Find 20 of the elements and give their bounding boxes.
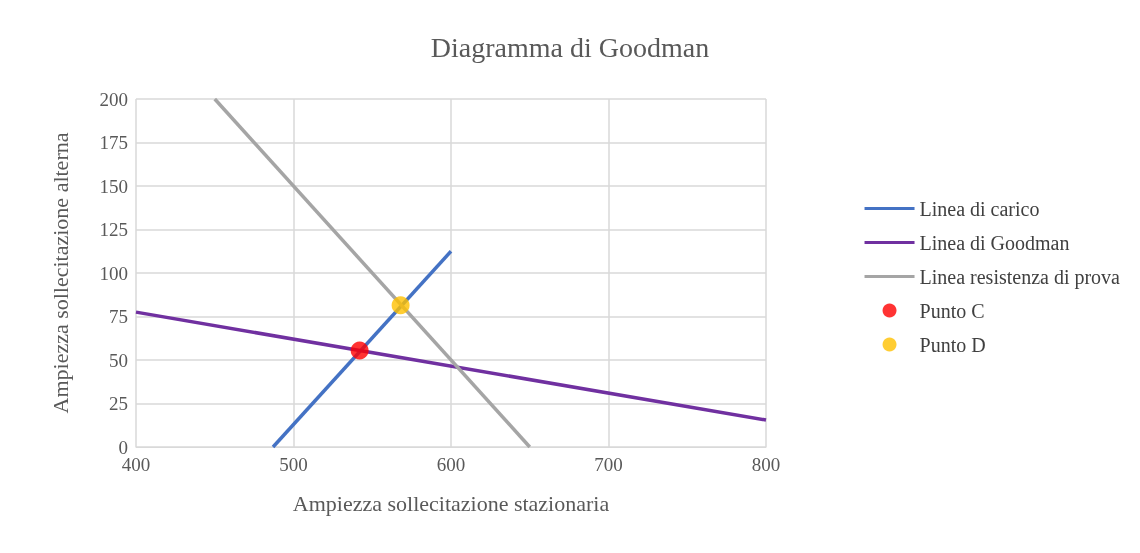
y-tick-label: 75 bbox=[109, 306, 128, 327]
legend-label: Punto D bbox=[919, 333, 986, 356]
x-tick-label: 600 bbox=[436, 454, 466, 475]
y-tick-label: 125 bbox=[99, 219, 128, 240]
y-tick-label: 50 bbox=[109, 349, 128, 371]
legend-label: Linea di carico bbox=[919, 197, 1040, 220]
chart-title: Diagramma di Goodman bbox=[430, 31, 710, 63]
legend-label: Punto C bbox=[919, 299, 985, 322]
x-tick-label: 700 bbox=[594, 454, 623, 475]
y-tick-label: 175 bbox=[99, 132, 128, 153]
y-tick-label: 100 bbox=[99, 262, 128, 284]
legend-label: Linea resistenza di prova bbox=[919, 265, 1121, 289]
x-tick-label: 500 bbox=[279, 454, 308, 475]
y-axis-title: Ampiezza sollecitazione alterna bbox=[47, 132, 73, 414]
x-tick-label: 800 bbox=[751, 454, 781, 475]
y-tick-label: 150 bbox=[99, 175, 128, 197]
x-axis-title: Ampiezza sollecitazione stazionaria bbox=[292, 490, 610, 516]
legend-label: Linea di Goodman bbox=[919, 231, 1070, 254]
y-tick-label: 200 bbox=[99, 88, 128, 110]
y-tick-label: 25 bbox=[109, 393, 128, 414]
